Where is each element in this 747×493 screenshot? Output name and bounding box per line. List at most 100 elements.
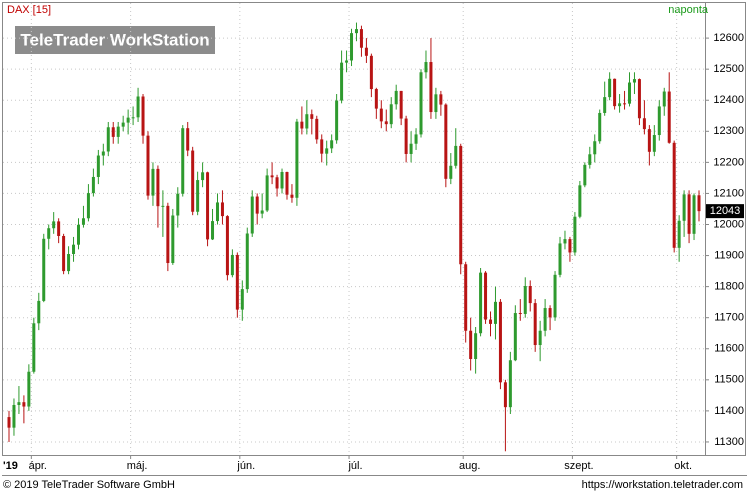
candle-body: [434, 94, 438, 113]
candle-body: [91, 176, 95, 194]
candle-body: [379, 108, 383, 122]
candle-body: [623, 103, 627, 105]
x-tick-label: jún.: [236, 460, 255, 472]
candle-body: [508, 360, 512, 408]
candle-body: [37, 300, 41, 324]
candle-body: [201, 172, 205, 181]
candle-body: [315, 118, 319, 140]
candle-body: [439, 94, 443, 105]
candle-body: [513, 313, 517, 361]
candle-body: [503, 382, 507, 408]
candle-body: [340, 62, 344, 101]
last-price-box: [706, 204, 744, 219]
candle-body: [399, 90, 403, 119]
candle-body: [171, 215, 175, 264]
candle-body: [632, 79, 636, 83]
candle-body: [126, 117, 130, 123]
candle-body: [52, 221, 56, 229]
last-price-label: 12043: [710, 205, 741, 217]
candle-body: [583, 164, 587, 186]
candle-body: [76, 224, 80, 245]
candle-body: [444, 104, 448, 179]
candle-body: [538, 330, 542, 346]
candle-body: [116, 126, 120, 137]
candle-body: [677, 220, 681, 248]
candle-body: [692, 195, 696, 234]
y-tick-label: 11700: [714, 312, 744, 324]
period-label: naponta: [668, 4, 709, 16]
candle-body: [141, 96, 145, 136]
x-tick-label: okt.: [674, 460, 692, 472]
candle-body: [454, 145, 458, 166]
candle-body: [335, 100, 339, 141]
candle-body: [270, 175, 274, 178]
candle-body: [211, 221, 215, 240]
candle-body: [414, 134, 418, 144]
candle-body: [523, 286, 527, 314]
candle-body: [563, 239, 567, 244]
candle-body: [479, 272, 483, 334]
candle-body: [7, 417, 11, 428]
candle-body: [553, 274, 557, 318]
candle-body: [613, 78, 617, 107]
x-tick-label: aug.: [459, 460, 480, 472]
candle-body: [250, 196, 254, 234]
y-tick-label: 11300: [714, 436, 744, 448]
candle-body: [350, 33, 354, 61]
candle-body: [359, 29, 363, 48]
candle-body: [196, 180, 200, 212]
candle-body: [275, 177, 279, 189]
candle-body: [136, 96, 140, 118]
candle-body: [642, 118, 646, 130]
y-tick-label: 11600: [714, 343, 744, 355]
candle-body: [548, 308, 552, 318]
x-tick-label: júl.: [347, 460, 362, 472]
candle-body: [354, 29, 358, 34]
y-tick-label: 12400: [713, 94, 744, 106]
candle-body: [374, 89, 378, 109]
candle-body: [146, 135, 150, 196]
candle-body: [573, 216, 577, 253]
candle-body: [285, 171, 289, 195]
candle-body: [156, 168, 160, 207]
candle-body: [518, 313, 522, 315]
candle-body: [57, 221, 61, 236]
candle-body: [240, 289, 244, 310]
y-tick-label: 11400: [714, 405, 744, 417]
candle-body: [111, 127, 115, 137]
candle-body: [543, 308, 547, 331]
candle-body: [603, 97, 607, 113]
candle-body: [687, 194, 691, 234]
candle-body: [310, 114, 314, 119]
candle-body: [459, 145, 463, 265]
candle-body: [568, 239, 572, 253]
candle-body: [608, 78, 612, 98]
candle-body: [260, 210, 264, 214]
candle-body: [220, 202, 224, 217]
candle-body: [528, 286, 532, 304]
y-tick-label: 12200: [713, 156, 744, 168]
candle-body: [697, 195, 701, 212]
candle-body: [484, 272, 488, 320]
candle-body: [17, 402, 21, 405]
y-tick-label: 12100: [713, 187, 744, 199]
candle-body: [662, 91, 666, 107]
candle-body: [255, 196, 259, 214]
candle-body: [404, 118, 408, 154]
candle-body: [498, 301, 502, 383]
candle-body: [265, 175, 269, 211]
candle-body: [181, 128, 185, 194]
candle-body: [464, 264, 468, 331]
candle-body: [489, 319, 493, 324]
candle-body: [12, 404, 16, 428]
candle-body: [533, 303, 537, 346]
candle-body: [62, 235, 66, 272]
candle-body: [300, 121, 304, 129]
x-tick-label: ápr.: [29, 460, 47, 472]
candle-body: [47, 228, 51, 239]
candle-body: [598, 112, 602, 142]
candle-body: [230, 254, 234, 276]
y-tick-label: 12600: [713, 32, 744, 44]
